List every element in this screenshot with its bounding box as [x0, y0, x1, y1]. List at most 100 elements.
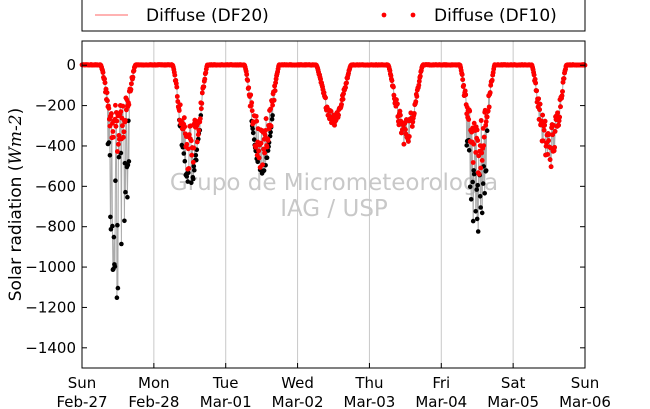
series-df20-point: [193, 153, 199, 158]
y-axis: 0 −200 −400 −600 −800 −1000 −1200 −1400: [25, 56, 585, 357]
series-df20-point: [473, 209, 479, 214]
series-df20-point: [191, 176, 196, 182]
series-df10-point: [196, 127, 202, 133]
series-df10-point: [128, 87, 134, 92]
series-df20-point: [468, 197, 474, 202]
series-df10-point: [476, 153, 482, 159]
series-df10-point: [486, 104, 492, 110]
series-df10-point: [271, 97, 277, 103]
series-df10-point: [560, 79, 566, 85]
series-df10-point: [328, 108, 334, 114]
series-df10-point: [199, 101, 205, 106]
series-df20-point: [474, 216, 480, 222]
series-df10-point: [531, 72, 537, 78]
series-df10-point: [126, 102, 132, 108]
series-df10-point: [253, 113, 259, 119]
series-df10-point: [188, 123, 194, 129]
series-df10-point: [254, 118, 260, 124]
series-df20-point: [181, 151, 187, 156]
series-df20-point: [107, 153, 113, 158]
series-df10-point: [406, 139, 411, 144]
x-tick-day-label: Wed: [281, 374, 314, 392]
series-df10-point: [340, 96, 346, 102]
series-df10-point: [534, 88, 539, 94]
series-df10-point: [173, 81, 179, 86]
series-df10-point: [489, 77, 495, 83]
series-df10-point: [174, 94, 180, 99]
series-df10-point: [265, 138, 271, 144]
series-df10-point: [413, 99, 419, 105]
x-tick-date-label: Mar-03: [344, 393, 396, 409]
series-df10-point: [483, 122, 489, 128]
legend-df10-marker: [381, 12, 387, 18]
series-df10-point: [177, 102, 183, 108]
series-df10-point: [102, 76, 107, 82]
y-axis-label-text: Solar radiation (: [6, 165, 26, 302]
x-tick-date-label: Feb-28: [128, 393, 179, 409]
series-df10-point: [256, 148, 261, 154]
series-df10-point: [533, 80, 538, 86]
series-df10-point: [483, 119, 489, 125]
series-df10-point: [120, 103, 126, 109]
x-tick-date-label: Mar-05: [487, 393, 539, 409]
series-df20-point: [479, 210, 485, 216]
series-df10-point: [118, 109, 124, 114]
series-df10-point: [341, 91, 346, 97]
series-df10-point: [558, 104, 563, 110]
x-tick-day-label: Sun: [571, 374, 600, 392]
series-df10-point: [484, 114, 490, 120]
series-df10-point: [460, 77, 466, 82]
series-df10-point: [559, 93, 565, 99]
series-df20-point: [464, 143, 470, 148]
y-tick-label: −1200: [25, 298, 76, 316]
series-df10-point: [262, 132, 268, 138]
series-df20-point: [106, 140, 112, 145]
series-df10-point: [552, 145, 557, 150]
series-df20-point: [112, 264, 118, 269]
series-df10-point: [459, 72, 465, 77]
series-df10-point: [336, 112, 341, 118]
series-df10-point: [411, 111, 417, 116]
series-df10-point: [547, 157, 553, 163]
series-df10-point: [121, 134, 126, 140]
plot-frame: [81, 40, 586, 369]
y-axis-label-unit: Wm-2: [6, 114, 26, 164]
series-df10-point: [123, 118, 128, 123]
series-df20-point: [470, 218, 476, 224]
series-df10-point: [537, 107, 542, 112]
y-tick-label: −600: [35, 177, 76, 195]
series-df10-point: [114, 118, 120, 124]
series-df10-point: [490, 70, 496, 75]
series-df10-point: [120, 123, 125, 129]
series-df10-point: [467, 108, 473, 114]
series-df10-point: [268, 106, 273, 112]
series-df10-point: [463, 92, 469, 98]
series-df20-point: [250, 130, 256, 136]
series-df10-point: [182, 124, 188, 130]
series-df10: [79, 62, 588, 177]
series-df10-point: [546, 138, 551, 144]
series-df10-point: [109, 111, 114, 116]
series-df10-point: [339, 102, 344, 107]
series-df10-point: [398, 112, 403, 118]
x-tick-date-label: Mar-04: [415, 393, 467, 409]
series-df20-point: [191, 164, 197, 169]
series-df10-point: [416, 82, 422, 88]
series-df10-point: [542, 118, 548, 124]
x-tick-day-label: Sun: [68, 374, 97, 392]
series-df10-point: [470, 160, 476, 165]
series-df20-point: [474, 187, 480, 192]
series-df10-point: [203, 70, 209, 76]
series-df10-point: [542, 122, 547, 128]
series-df20-point: [186, 170, 191, 175]
series-df10-point: [536, 96, 541, 102]
x-tick-day-label: Thu: [354, 374, 383, 392]
series-df10-point: [104, 90, 110, 95]
series-df10-point: [401, 141, 407, 147]
y-tick-label: −800: [35, 218, 76, 236]
series-df10-point: [261, 146, 266, 152]
series-df10-point: [410, 119, 416, 125]
series-df10-point: [475, 138, 481, 143]
series-df20-point: [119, 241, 124, 247]
